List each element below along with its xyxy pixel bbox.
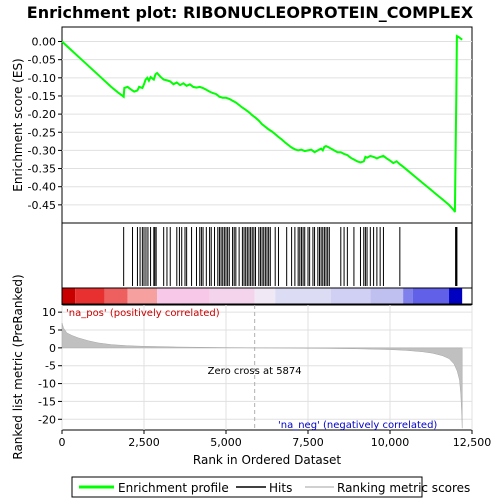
legend-label-hits: Hits	[269, 481, 292, 495]
es-y-tick-label: -0.15	[28, 90, 56, 103]
metric-y-tick-label: -20	[38, 413, 56, 426]
enrichment-profile-line	[61, 34, 463, 213]
x-tick-label: 2,500	[128, 436, 160, 449]
metric-x-ticks: 0 2,500 5,000 7,500 10,000 12,500	[59, 430, 492, 449]
rank-color-bar	[61, 287, 473, 305]
es-y-tick-label: -0.05	[28, 54, 56, 67]
metric-y-tick-label: -10	[38, 378, 56, 391]
zero-cross-label: Zero cross at 5874	[208, 366, 302, 377]
es-y-tick-label: -0.20	[28, 108, 56, 121]
rank-color-segment	[254, 288, 276, 304]
es-grid	[62, 41, 472, 206]
metric-y-tick-label: 0	[49, 342, 56, 355]
rank-color-segment	[370, 288, 404, 304]
es-panel: 0.00 -0.05 -0.10 -0.15 -0.20 -0.25 -0.30 -0.35 -…	[11, 26, 473, 224]
x-tick-label: 12,500	[453, 436, 492, 449]
rank-color-segment	[62, 288, 76, 304]
es-y-tick-label: -0.25	[28, 126, 56, 139]
rank-color-segment	[104, 288, 128, 304]
metric-y-axis-label: Ranked list metric (PreRanked)	[11, 274, 25, 459]
hit-lines	[123, 227, 458, 286]
metric-y-ticks: 10 5 0 -5 -10 -15 -20	[38, 306, 62, 426]
es-y-tick-label: -0.40	[28, 181, 56, 194]
es-y-tick-label: -0.35	[28, 163, 56, 176]
x-tick-label: 0	[59, 436, 66, 449]
rank-color-segment	[209, 288, 255, 304]
es-y-tick-label: -0.45	[28, 199, 56, 212]
metric-y-tick-label: -15	[38, 395, 56, 408]
positive-correlation-label: 'na_pos' (positively correlated)	[66, 308, 220, 319]
rank-color-segment	[330, 288, 371, 304]
legend-label-metric: Ranking metric scores	[337, 481, 470, 495]
rank-color-segment	[403, 288, 413, 304]
metric-y-tick-label: -5	[45, 360, 56, 373]
es-panel-frame	[61, 26, 473, 224]
rank-color-segment	[127, 288, 158, 304]
es-y-tick-label: 0.00	[32, 36, 57, 49]
legend-label-enrichment: Enrichment profile	[118, 481, 229, 495]
hits-panel	[61, 222, 473, 289]
es-y-tick-label: -0.10	[28, 72, 56, 85]
metric-y-tick-label: 5	[49, 324, 56, 337]
rank-color-segment	[449, 288, 463, 304]
x-tick-label: 7,500	[292, 436, 324, 449]
rank-color-segment	[275, 288, 331, 304]
metric-panel: Zero cross at 5874 'na_pos' (positively …	[11, 274, 491, 467]
rank-color-segment	[157, 288, 210, 304]
x-axis-label: Rank in Ordered Dataset	[193, 453, 341, 467]
es-y-ticks: 0.00 -0.05 -0.10 -0.15 -0.20 -0.25 -0.30 -0.35 -…	[28, 36, 62, 212]
metric-y-tick-label: 10	[42, 306, 56, 319]
legend: Enrichment profile Hits Ranking metric s…	[71, 476, 470, 498]
x-tick-label: 10,000	[371, 436, 410, 449]
metric-panel-frame	[61, 304, 473, 431]
rank-color-bar-frame	[61, 287, 473, 305]
ranking-metric-area	[61, 322, 463, 429]
rank-color-segment	[75, 288, 105, 304]
chart-title: Enrichment plot: RIBONUCLEOPROTEIN_COMPL…	[27, 3, 474, 22]
es-y-tick-label: -0.30	[28, 144, 56, 157]
rank-color-segment	[412, 288, 450, 304]
metric-grid	[61, 305, 473, 430]
es-y-axis-label: Enrichment score (ES)	[11, 58, 25, 191]
negative-correlation-label: 'na_neg' (negatively correlated)	[278, 420, 437, 431]
x-tick-label: 5,000	[210, 436, 242, 449]
